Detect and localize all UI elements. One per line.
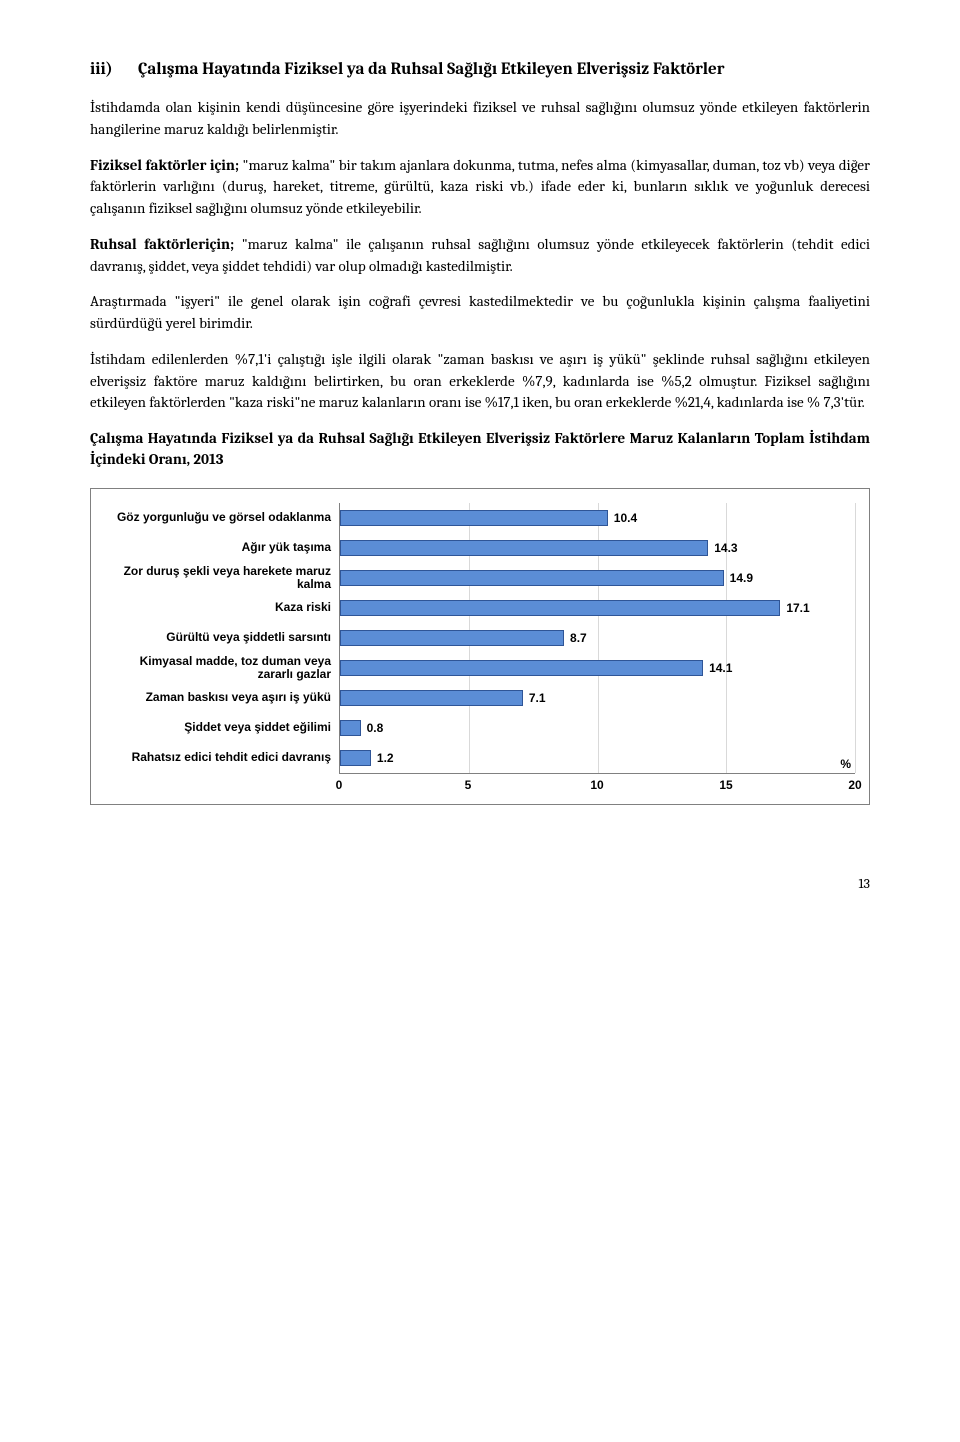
bar-chart: Göz yorgunluğu ve görsel odaklanmaAğır y… xyxy=(90,488,870,805)
y-label: Zaman baskısı veya aşırı iş yükü xyxy=(105,683,339,713)
bar-value-label: 10.4 xyxy=(614,511,637,525)
y-label: Gürültü veya şiddetli sarsıntı xyxy=(105,623,339,653)
bar-row: 14.1 xyxy=(340,653,855,683)
p3-bold: Ruhsal faktörleriçin; xyxy=(90,235,234,253)
bar-value-label: 0.8 xyxy=(367,721,384,735)
bar xyxy=(340,750,371,766)
bar-value-label: 1.2 xyxy=(377,751,394,765)
bar xyxy=(340,660,703,676)
bar xyxy=(340,510,608,526)
heading-number: iii) xyxy=(90,60,138,79)
section-heading: iii) Çalışma Hayatında Fiziksel ya da Ru… xyxy=(90,60,870,79)
x-tick: 5 xyxy=(465,778,472,792)
y-label: Kimyasal madde, toz duman veya zararlı g… xyxy=(105,653,339,683)
chart-caption: Çalışma Hayatında Fiziksel ya da Ruhsal … xyxy=(90,428,870,470)
x-tick: 10 xyxy=(590,778,603,792)
bar-row: 1.2 xyxy=(340,743,855,773)
heading-text: Çalışma Hayatında Fiziksel ya da Ruhsal … xyxy=(138,60,870,79)
bar-row: 14.3 xyxy=(340,533,855,563)
paragraph-5: İstihdam edilenlerden %7,1'i çalıştığı i… xyxy=(90,349,870,414)
y-label: Şiddet veya şiddet eğilimi xyxy=(105,713,339,743)
y-label: Ağır yük taşıma xyxy=(105,533,339,563)
paragraph-4: Araştırmada "işyeri" ile genel olarak iş… xyxy=(90,291,870,335)
bar-value-label: 14.1 xyxy=(709,661,732,675)
bar-value-label: 17.1 xyxy=(786,601,809,615)
bar-value-label: 7.1 xyxy=(529,691,546,705)
bar xyxy=(340,570,724,586)
bar-row: 0.8 xyxy=(340,713,855,743)
bar xyxy=(340,540,708,556)
bar xyxy=(340,690,523,706)
bar xyxy=(340,720,361,736)
bar-row: 10.4 xyxy=(340,503,855,533)
x-tick: 0 xyxy=(336,778,343,792)
percent-symbol: % xyxy=(840,757,851,771)
plot-area: 10.4 14.3 14.9 17.1 8.7 14.1 7.1 0.8 1.2 % xyxy=(339,503,855,774)
x-tick: 20 xyxy=(848,778,861,792)
y-axis-labels: Göz yorgunluğu ve görsel odaklanmaAğır y… xyxy=(105,503,339,774)
p2-bold: Fiziksel faktörler için; xyxy=(90,156,239,174)
bar xyxy=(340,600,780,616)
bar-value-label: 14.9 xyxy=(730,571,753,585)
bar-row: 7.1 xyxy=(340,683,855,713)
paragraph-2: Fiziksel faktörler için; "maruz kalma" b… xyxy=(90,155,870,220)
bar-row: 8.7 xyxy=(340,623,855,653)
x-axis: 05101520 xyxy=(339,778,855,796)
bar-value-label: 14.3 xyxy=(714,541,737,555)
x-tick: 15 xyxy=(719,778,732,792)
page-number: 13 xyxy=(90,875,870,892)
bar-row: 17.1 xyxy=(340,593,855,623)
y-label: Zor duruş şekli veya harekete maruz kalm… xyxy=(105,563,339,593)
paragraph-3: Ruhsal faktörleriçin; "maruz kalma" ile … xyxy=(90,234,870,278)
bar-value-label: 8.7 xyxy=(570,631,587,645)
y-label: Rahatsız edici tehdit edici davranış xyxy=(105,743,339,773)
bar xyxy=(340,630,564,646)
bar-row: 14.9 xyxy=(340,563,855,593)
y-label: Göz yorgunluğu ve görsel odaklanma xyxy=(105,503,339,533)
paragraph-1: İstihdamda olan kişinin kendi düşüncesin… xyxy=(90,97,870,141)
y-label: Kaza riski xyxy=(105,593,339,623)
